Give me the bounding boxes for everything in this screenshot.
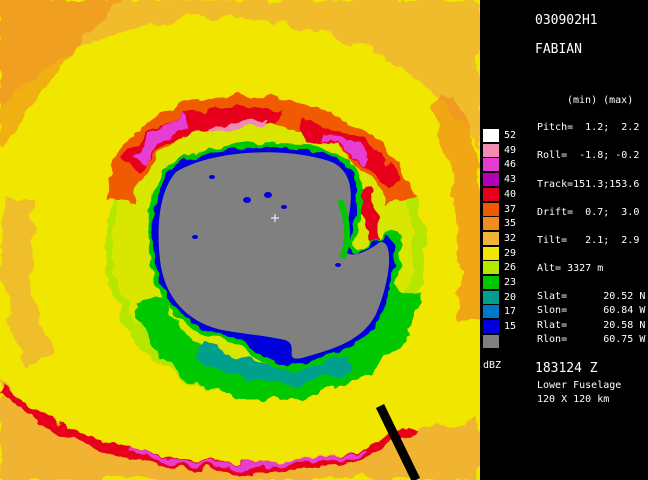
legend-swatch [483,203,499,216]
altitude-stat: Alt= 3327 m [537,263,604,274]
legend-label: 49 [504,145,517,156]
legend-label: 17 [504,306,517,317]
legend-swatch [483,158,499,171]
legend-label: 52 [504,130,517,141]
legend-label: 23 [504,277,517,288]
radar-latitude: Rlat= 20.58 N [537,320,646,331]
beam-blockage-line [375,404,421,480]
track-stat: Track=151.3;153.6 [537,179,640,190]
legend-swatch [483,305,499,318]
legend-label: 46 [504,159,517,170]
legend-swatch [483,173,499,186]
aircraft-position-marker [271,214,279,222]
flight-id: 030902H1 [535,13,598,28]
drift-stat: Drift= 0.7; 3.0 [537,207,640,218]
legend-swatch [483,276,499,289]
legend-label: 20 [504,292,517,303]
storm-longitude: Slon= 60.84 W [537,305,646,316]
legend-swatch [483,232,499,245]
radar-longitude: Rlon= 60.75 W [537,334,646,345]
radar-image [0,0,480,480]
legend-swatch [483,320,499,333]
legend-swatch [483,261,499,274]
storm-name: FABIAN [535,42,582,57]
legend-swatch [483,144,499,157]
roll-stat: Roll= -1.8; -0.2 [537,150,640,161]
stats-header: (min) (max) [567,95,634,106]
pitch-stat: Pitch= 1.2; 2.2 [537,122,640,133]
radar-name: Lower Fuselage [537,380,622,391]
legend-unit: dBZ [483,360,502,371]
storm-latitude: Slat= 20.52 N [537,291,646,302]
time-stamp: 183124 Z [535,361,598,376]
range-label: 120 X 120 km [537,394,610,405]
legend-swatch [483,335,499,348]
legend-label: 43 [504,174,517,185]
legend-label: 40 [504,189,517,200]
legend-label: 35 [504,218,517,229]
legend-label: 32 [504,233,517,244]
legend-label: 26 [504,262,517,273]
eye-region [158,152,390,359]
legend-label: 15 [504,321,517,332]
radar-reflectivity-map [0,0,480,480]
info-panel [480,0,648,480]
legend-swatch [483,291,499,304]
legend-swatch [483,188,499,201]
legend-swatch [483,247,499,260]
legend-swatch [483,217,499,230]
tilt-stat: Tilt= 2.1; 2.9 [537,235,640,246]
legend-label: 37 [504,204,517,215]
legend-label: 29 [504,248,517,259]
legend-swatch [483,129,499,142]
